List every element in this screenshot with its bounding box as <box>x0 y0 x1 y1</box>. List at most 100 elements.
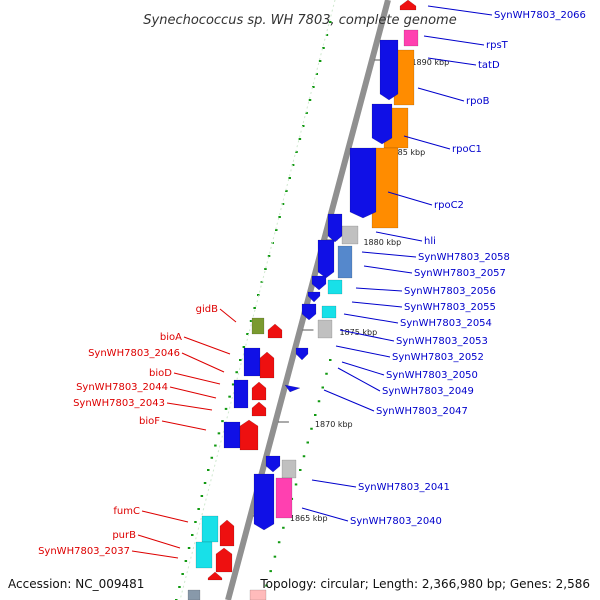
gene-label-SynWH7803_2047: SynWH7803_2047 <box>376 406 468 417</box>
gc-dot <box>325 372 328 375</box>
gene-rpoC2 <box>349 147 377 219</box>
label-leader <box>219 308 237 323</box>
gene-label-SynWH7803_2040: SynWH7803_2040 <box>350 516 442 527</box>
label-leader <box>161 420 207 431</box>
gene-label-rpsT: rpsT <box>486 40 509 51</box>
gene-label-SynWH7803_2043: SynWH7803_2043 <box>73 398 165 409</box>
gc-dot <box>317 400 321 403</box>
gc-dot <box>194 521 197 523</box>
gene-red <box>219 519 235 547</box>
gc-dot <box>275 229 278 231</box>
gene-label-SynWH7803_2055: SynWH7803_2055 <box>404 302 496 313</box>
gene-hli <box>327 213 343 243</box>
gene-label-SynWH7803_2066: SynWH7803_2066 <box>494 10 586 21</box>
gene-label-gidB: gidB <box>196 304 218 315</box>
gc-dot <box>242 346 246 348</box>
label-leader <box>387 191 433 206</box>
gc-dot <box>269 570 272 573</box>
gc-dot <box>210 456 214 459</box>
topology-text: Topology: circular; Length: 2,366,980 bp… <box>259 577 590 591</box>
gene-label-SynWH7803_2056: SynWH7803_2056 <box>404 286 496 297</box>
gene-label-SynWH7803_2049: SynWH7803_2049 <box>382 386 474 397</box>
gc-dot <box>298 138 302 140</box>
gene-red <box>215 547 233 573</box>
gene-label-SynWH7803_2037: SynWH7803_2037 <box>38 546 130 557</box>
gc-dot <box>312 86 315 88</box>
gene-red <box>239 419 259 451</box>
gene-label-SynWH7803_2044: SynWH7803_2044 <box>76 382 168 393</box>
gc-dot <box>257 294 260 296</box>
tick-label: 1880 kbp <box>363 238 401 247</box>
tick-label: 1890 kbp <box>411 58 449 67</box>
gene-cds <box>301 303 317 321</box>
label-leader <box>355 287 403 292</box>
gene-gray <box>341 225 359 245</box>
gc-dot <box>295 151 298 153</box>
gene-label-purB: purB <box>112 530 136 541</box>
gc-dot <box>187 547 191 549</box>
gc-dot <box>267 255 271 257</box>
gc-dot <box>181 573 184 575</box>
gene-label-rpoC1: rpoC1 <box>452 144 482 155</box>
gene-label-SynWH7803_2053: SynWH7803_2053 <box>396 336 488 347</box>
gene-pink <box>249 589 267 600</box>
inner-guide <box>179 0 336 600</box>
gene-cds <box>317 239 335 279</box>
label-leader <box>375 231 423 242</box>
label-leader <box>363 265 413 274</box>
gene-label-rpoB: rpoB <box>466 96 490 107</box>
gc-dot <box>214 444 217 447</box>
gene-rpoC1 <box>371 103 393 145</box>
gene-bioD <box>233 379 249 409</box>
gc-dot <box>299 469 302 471</box>
gc-dot <box>249 320 253 322</box>
gc-dot <box>278 216 281 218</box>
tick-label: 1875 kbp <box>339 328 377 337</box>
gene-cds <box>311 275 327 291</box>
gene-red <box>259 351 275 379</box>
gc-dot <box>228 395 231 398</box>
label-leader <box>169 386 217 399</box>
gc-dot <box>294 483 298 486</box>
gc-dot <box>217 432 221 435</box>
gc-dot <box>321 386 324 389</box>
gene-cds <box>307 291 321 303</box>
gene-label-SynWH7803_2054: SynWH7803_2054 <box>400 318 492 329</box>
gene-gray <box>281 459 297 479</box>
gc-dot <box>178 586 181 588</box>
gene-fumC <box>201 515 219 543</box>
label-leader <box>343 313 399 324</box>
gene-2040 <box>253 473 275 531</box>
tick-label: 1885 kbp <box>387 148 425 157</box>
label-leader <box>323 389 375 412</box>
gene-rpoB <box>379 39 399 101</box>
gene-cyan <box>321 305 337 319</box>
label-leader <box>301 507 349 522</box>
gene-purB <box>195 541 213 569</box>
gene-red <box>251 381 267 401</box>
label-leader <box>351 301 403 308</box>
gc-dot <box>184 560 188 562</box>
gc-dot <box>302 125 305 127</box>
accession-text: Accession: NC_009481 <box>8 577 144 591</box>
gc-dot <box>308 99 312 101</box>
gene-label-rpoC2: rpoC2 <box>434 200 464 211</box>
gene-gray <box>317 319 333 339</box>
gene-cds <box>295 347 309 361</box>
gene-red <box>267 323 283 339</box>
label-leader <box>183 336 231 355</box>
gene-red <box>207 571 223 581</box>
gc-dot <box>239 359 242 361</box>
gc-dot <box>197 508 200 510</box>
gc-dot <box>329 359 332 361</box>
gene-cds <box>265 455 281 473</box>
gene-rpsT <box>403 29 419 47</box>
gc-dot <box>325 34 329 36</box>
gc-dot <box>314 414 317 416</box>
gene-gidB <box>251 317 265 335</box>
gc-dot <box>322 47 325 49</box>
gene-label-SynWH7803_2041: SynWH7803_2041 <box>358 482 450 493</box>
map-title: Synechococcus sp. WH 7803, complete geno… <box>143 13 456 28</box>
gc-dot <box>191 534 194 536</box>
